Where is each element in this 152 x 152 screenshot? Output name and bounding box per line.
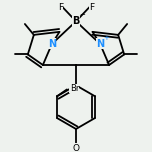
Text: N: N [96, 39, 104, 49]
Text: O: O [73, 144, 79, 152]
Text: Br: Br [70, 84, 79, 93]
Text: −: − [79, 12, 85, 18]
Text: N: N [48, 39, 56, 49]
Text: F: F [58, 3, 63, 12]
Text: B: B [72, 16, 80, 26]
Text: +: + [103, 35, 109, 41]
Text: F: F [89, 3, 94, 12]
